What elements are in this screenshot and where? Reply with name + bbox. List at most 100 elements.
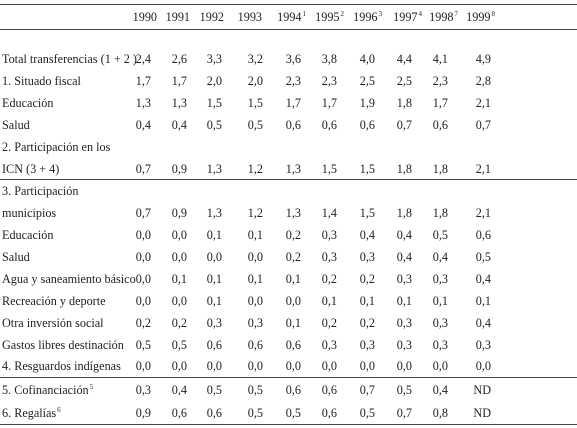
- table-cell-text: 0,0: [475, 359, 491, 373]
- table-cell: 0,7: [476, 118, 491, 132]
- table-cell: 0,9: [172, 162, 187, 176]
- table-cell-text: 2,3: [432, 74, 448, 88]
- table-cell: 0,4: [476, 272, 491, 286]
- row-label: municipios: [2, 206, 56, 220]
- table-cell-text: 0,1: [285, 316, 301, 330]
- table-cell-text: 1,5: [359, 162, 375, 176]
- row-label-text: 2. Participación en los: [2, 140, 111, 154]
- table-cell-text: 0,1: [247, 272, 263, 286]
- section-rule: [0, 377, 577, 378]
- table-cell-text: 0,0: [135, 228, 151, 242]
- table-cell: 0,4: [172, 383, 187, 397]
- table-cell-text: 0,2: [321, 272, 337, 286]
- table-cell-text: 0,6: [321, 383, 337, 397]
- table-cell: 0,2: [172, 316, 187, 330]
- table-cell: 0,6: [476, 228, 491, 242]
- table-cell: 3,3: [207, 52, 222, 66]
- table-cell-text: 1,3: [285, 206, 301, 220]
- table-cell-text: 1,3: [285, 162, 301, 176]
- table-cell-text: 0,0: [247, 294, 263, 308]
- table-cell: 0,9: [136, 406, 151, 420]
- table-cell: 1,5: [207, 96, 222, 110]
- table-cell-text: 2,8: [475, 74, 491, 88]
- table-cell: 0,0: [136, 228, 151, 242]
- table-cell: 0,1: [172, 272, 187, 286]
- year-header-text: 1995: [315, 10, 340, 24]
- row-label-text: 6. Regalías: [2, 406, 57, 420]
- table-cell: 0,1: [360, 294, 375, 308]
- table-cell: 0,3: [433, 272, 448, 286]
- table-cell-text: 0,5: [247, 383, 263, 397]
- table-cell: 0,4: [172, 118, 187, 132]
- table-cell: 0,7: [360, 383, 375, 397]
- table-cell-text: 0,2: [135, 316, 151, 330]
- table-cell-text: 0,9: [135, 406, 151, 420]
- table-cell: 0,6: [286, 383, 301, 397]
- table-cell: 0,3: [476, 338, 491, 352]
- table-cell: 1,8: [397, 162, 412, 176]
- table-cell-text: 0,7: [475, 118, 491, 132]
- table-cell: 1,8: [433, 162, 448, 176]
- header-rule: [0, 29, 577, 30]
- table-cell: 0,6: [360, 118, 375, 132]
- row-label-text: ICN (3 + 4): [2, 162, 60, 176]
- table-cell: 1,4: [322, 206, 337, 220]
- table-cell: 0,6: [286, 118, 301, 132]
- table-cell-text: 2,0: [247, 74, 263, 88]
- table-cell-text: 0,4: [135, 118, 151, 132]
- table-cell-text: 0,7: [396, 406, 412, 420]
- table-cell-text: 0,6: [321, 118, 337, 132]
- year-header-text: 1994: [277, 10, 302, 24]
- table-cell: 0,3: [248, 316, 263, 330]
- table-cell: 0,7: [397, 406, 412, 420]
- table-cell-text: 0,0: [171, 294, 187, 308]
- table-cell-text: 0,2: [171, 316, 187, 330]
- table-cell-text: 0,6: [247, 338, 263, 352]
- year-header: 19952: [315, 10, 344, 24]
- row-label-text: municipios: [2, 206, 57, 220]
- table-cell: 1,9: [360, 96, 375, 110]
- footnote-marker: 6: [57, 406, 61, 414]
- table-cell: 4,1: [433, 52, 448, 66]
- table-cell-text: 3,6: [285, 52, 301, 66]
- table-cell: 0,3: [322, 228, 337, 242]
- table-cell-text: 2,4: [135, 52, 151, 66]
- table-cell-text: 0,7: [135, 206, 151, 220]
- footnote-marker: 5: [89, 383, 94, 391]
- table-cell-text: 4,0: [359, 52, 375, 66]
- row-label: Recreación y deporte: [2, 294, 106, 308]
- table-cell-text: 1,7: [171, 74, 187, 88]
- table-cell-text: 4,9: [475, 52, 491, 66]
- table-cell-text: 1,3: [171, 96, 187, 110]
- table-cell: 0,6: [322, 406, 337, 420]
- table-cell: 0,0: [172, 250, 187, 264]
- table-cell: 2,5: [397, 74, 412, 88]
- table-cell-text: 0,5: [247, 118, 263, 132]
- table-cell-text: 0,4: [475, 316, 491, 330]
- table-cell-text: 0,4: [359, 228, 375, 242]
- table-cell-text: 0,4: [171, 383, 187, 397]
- table-cell-text: 0,1: [171, 272, 187, 286]
- table-cell: 0,3: [322, 250, 337, 264]
- table-cell-text: 0,3: [396, 338, 412, 352]
- table-cell: 0,0: [172, 294, 187, 308]
- table-cell-text: 0,0: [135, 294, 151, 308]
- table-cell-text: 0,1: [359, 294, 375, 308]
- row-label-text: 5. Cofinanciación: [2, 383, 89, 397]
- table-cell: 1,7: [136, 74, 151, 88]
- table-cell-text: 0,3: [396, 272, 412, 286]
- table-cell: 1,8: [397, 96, 412, 110]
- table-cell-text: 0,0: [135, 359, 151, 373]
- table-cell-text: 0,2: [285, 250, 301, 264]
- year-header: 1991: [166, 10, 190, 24]
- table-cell: 0,6: [207, 406, 222, 420]
- row-label: 1. Situado fiscal: [2, 74, 81, 88]
- table-cell-text: 0,3: [432, 316, 448, 330]
- table-cell-text: 0,0: [171, 228, 187, 242]
- table-cell-text: 0,6: [432, 118, 448, 132]
- table-cell-text: 1,7: [321, 96, 337, 110]
- table-cell: 0,4: [433, 383, 448, 397]
- table-cell-text: 2,5: [396, 74, 412, 88]
- row-label-text: Otra inversión social: [2, 316, 104, 330]
